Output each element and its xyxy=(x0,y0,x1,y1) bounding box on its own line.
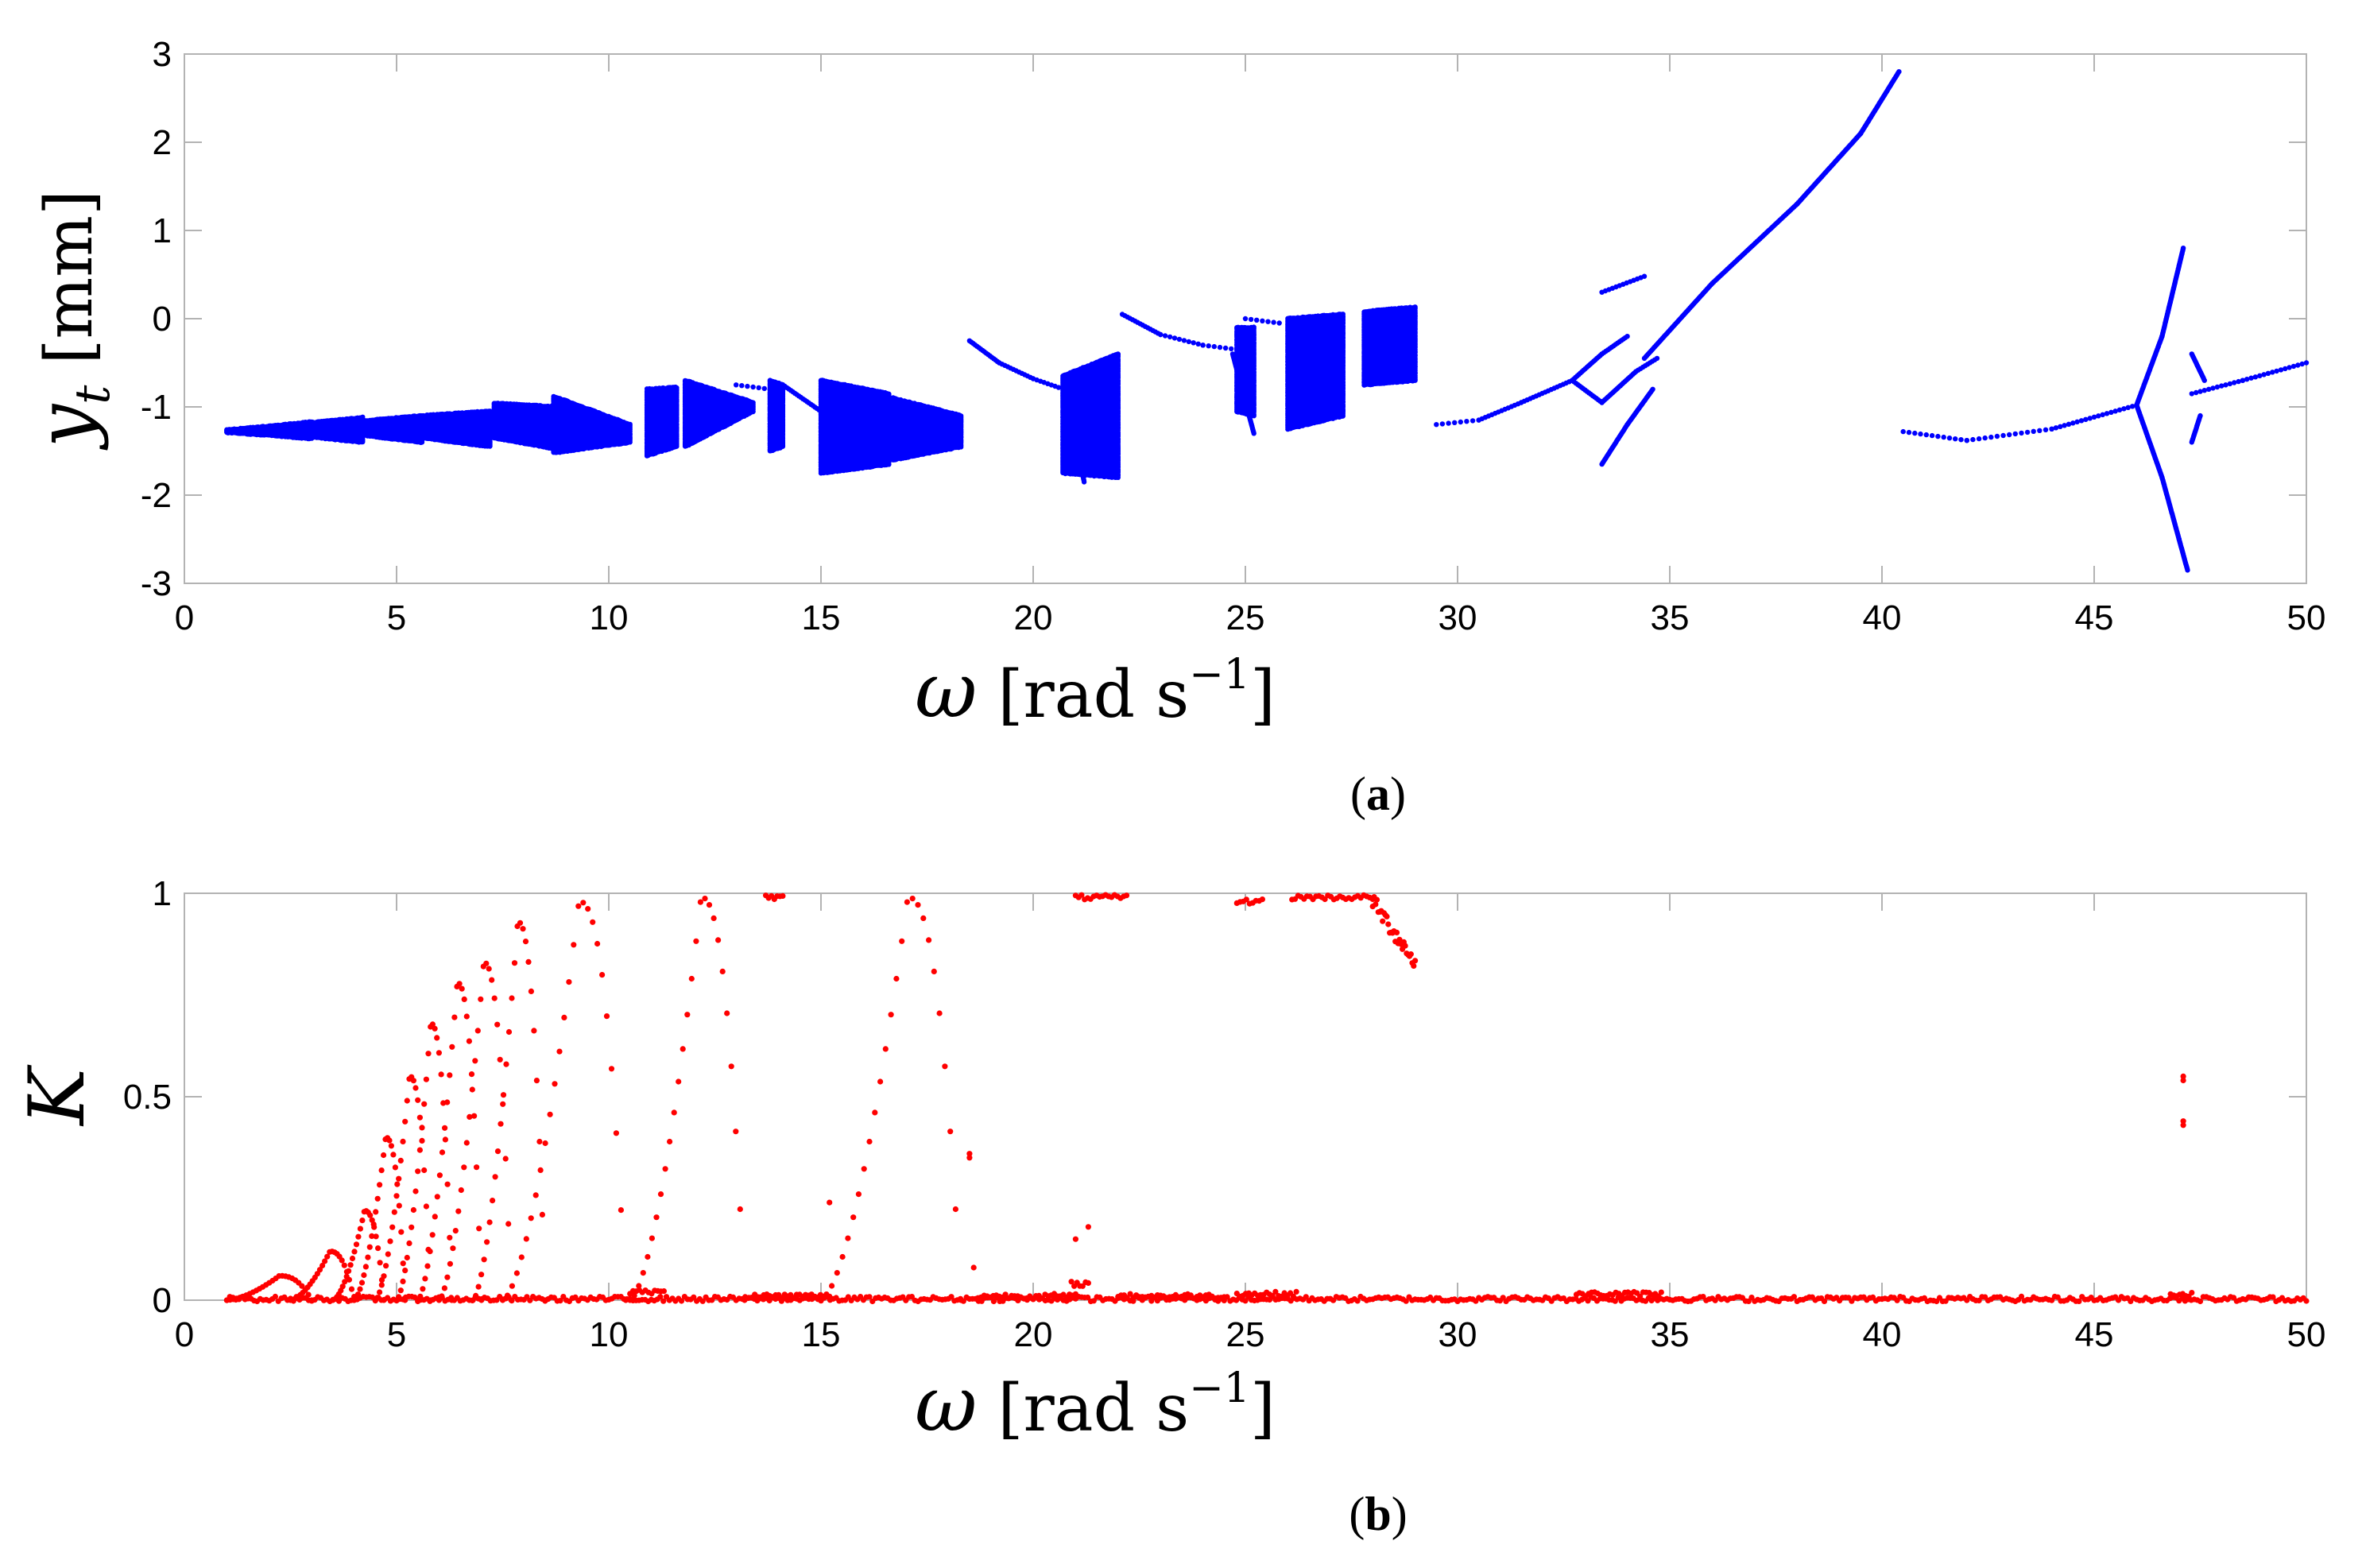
y-tick-label: 0 xyxy=(153,300,172,339)
x-tick-label: 40 xyxy=(1863,598,1902,637)
x-tick-label: 30 xyxy=(1438,598,1477,637)
x-tick-label: 0 xyxy=(175,598,194,637)
x-tick-label: 15 xyxy=(802,598,841,637)
x-tick-label: 35 xyxy=(1651,598,1690,637)
panel-a-y-ticks: 3 2 1 0 -1 -2 -3 xyxy=(141,35,2306,603)
x-tick-label: 10 xyxy=(590,598,629,637)
x-tick-label: 20 xyxy=(1014,598,1053,637)
x-tick-label: 25 xyxy=(1226,598,1265,637)
y-tick-label: 3 xyxy=(153,35,172,74)
y-tick-label: 1 xyxy=(153,211,172,250)
y-tick-label: 2 xyxy=(153,123,172,162)
x-tick-label: 5 xyxy=(387,598,406,637)
y-tick-label: -3 xyxy=(141,564,172,603)
y-tick-label: -1 xyxy=(141,388,172,427)
x-tick-label: 45 xyxy=(2075,598,2114,637)
y-tick-label: -2 xyxy=(141,476,172,515)
panel-a-scatter-points xyxy=(224,69,2309,573)
x-tick-label: 50 xyxy=(2287,598,2326,637)
